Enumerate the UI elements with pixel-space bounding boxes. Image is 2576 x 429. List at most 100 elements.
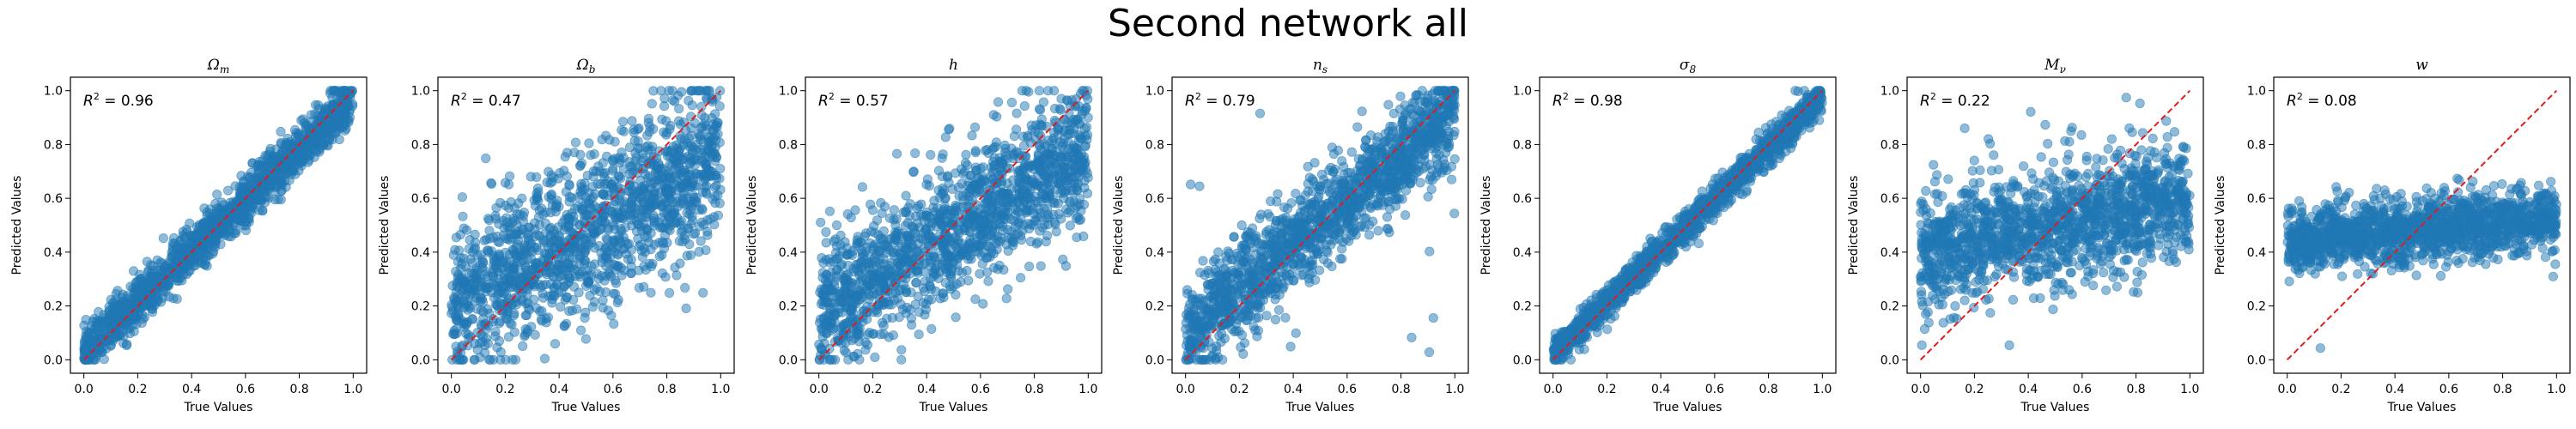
scatter-point xyxy=(494,305,505,316)
scatter-point xyxy=(921,211,932,221)
scatter-point xyxy=(1018,184,1028,195)
scatter-point xyxy=(586,234,597,245)
scatter-point xyxy=(946,266,957,276)
scatter-point xyxy=(667,86,677,96)
scatter-point xyxy=(598,295,608,305)
scatter-point xyxy=(236,171,246,181)
x-tick-label: 0.2 xyxy=(863,383,882,396)
scatter-point xyxy=(470,229,480,239)
y-tick-label: 0.8 xyxy=(411,138,430,152)
scatter-point xyxy=(624,142,635,153)
scatter-point xyxy=(816,217,826,227)
y-tick-label: 0.6 xyxy=(779,192,798,206)
scatter-point xyxy=(651,164,662,174)
x-tick-label: 0.6 xyxy=(604,383,623,396)
scatter-point xyxy=(505,225,515,235)
scatter-point xyxy=(559,320,570,331)
scatter-point xyxy=(927,323,937,334)
scatter-point xyxy=(1029,208,1039,219)
scatter-point xyxy=(598,158,608,168)
scatter-point xyxy=(545,222,556,233)
scatter-point xyxy=(509,202,519,213)
scatter-point xyxy=(135,269,145,280)
scatter-point xyxy=(613,294,623,305)
scatter-point xyxy=(609,318,619,329)
scatter-point xyxy=(965,235,975,245)
y-tick-label: 0.2 xyxy=(411,300,430,314)
scatter-point xyxy=(986,171,996,181)
axes-frame xyxy=(805,76,1103,374)
scatter-point xyxy=(539,255,550,265)
scatter-point xyxy=(664,287,675,298)
scatter-point xyxy=(600,167,611,178)
scatter-point xyxy=(1066,178,1076,189)
scatter-point xyxy=(1049,86,1060,96)
scatter-point xyxy=(940,132,951,142)
y-tick-label: 1.0 xyxy=(411,85,430,99)
scatter-point xyxy=(562,148,573,158)
scatter-point xyxy=(1007,240,1018,251)
scatter-point xyxy=(954,251,964,262)
panel-2: 0.0 0.2 0.4 0.6 0.8 1.00.00.20.40.60.81.0True… xyxy=(378,57,735,414)
scatter-point xyxy=(951,200,961,210)
scatter-point xyxy=(715,164,726,174)
scatter-point xyxy=(181,224,191,235)
scatter-point xyxy=(639,197,649,208)
scatter-point xyxy=(453,296,464,306)
scatter-point xyxy=(1016,273,1026,283)
scatter-point xyxy=(526,253,537,264)
scatter-point xyxy=(842,209,853,220)
scatter-point xyxy=(642,225,653,235)
scatter-point xyxy=(677,226,688,236)
scatter-point xyxy=(472,251,483,261)
scatter-point xyxy=(564,180,574,190)
scatter-point xyxy=(455,347,466,358)
scatter-point xyxy=(963,275,974,286)
y-tick-label: 0.0 xyxy=(779,353,798,367)
scatter-point xyxy=(222,185,234,196)
y-tick-label: 0.0 xyxy=(411,353,430,367)
scatter-point xyxy=(267,176,277,186)
scatter-point xyxy=(323,141,333,151)
scatter-point xyxy=(970,122,981,132)
scatter-point xyxy=(944,232,954,242)
scatter-point xyxy=(641,264,651,275)
x-tick-label: 0.4 xyxy=(917,383,936,396)
scatter-point xyxy=(211,235,222,245)
y-tick-label: 1.0 xyxy=(779,85,798,99)
scatter-point xyxy=(568,294,579,305)
scatter-point xyxy=(586,150,596,160)
x-tick-label: 0.8 xyxy=(1024,383,1043,396)
scatter-point xyxy=(1049,217,1060,227)
scatter-point xyxy=(291,136,301,146)
scatter-point xyxy=(458,211,468,221)
scatter-point xyxy=(678,199,689,209)
scatter-point xyxy=(906,313,917,323)
scatter-point xyxy=(883,296,894,307)
scatter-point xyxy=(1019,101,1030,112)
x-tick-label: 0.6 xyxy=(971,383,990,396)
y-axis-label: Predicted Values xyxy=(378,176,392,275)
scatter-point xyxy=(259,187,270,197)
scatter-point xyxy=(831,220,842,231)
y-tick-label: 0.8 xyxy=(779,138,798,152)
scatter-point xyxy=(657,114,667,124)
scatter-point xyxy=(680,282,690,293)
scatter-point xyxy=(344,107,355,118)
scatter-point xyxy=(713,190,723,201)
scatter-point xyxy=(1285,341,1296,352)
scatter-point xyxy=(870,352,880,362)
scatter-point xyxy=(660,188,671,198)
x-tick-label: 0.0 xyxy=(75,383,94,396)
scatter-point xyxy=(857,292,868,302)
scatter-point xyxy=(1198,256,1208,266)
scatter-point xyxy=(475,296,486,306)
scatter-point xyxy=(1017,86,1028,96)
scatter-point xyxy=(596,206,606,216)
scatter-point xyxy=(908,166,919,178)
scatter-point xyxy=(821,227,831,237)
scatter-point xyxy=(686,181,696,191)
scatter-point xyxy=(705,170,715,180)
scatter-point xyxy=(982,196,993,207)
y-tick-label: 0.4 xyxy=(44,246,63,260)
